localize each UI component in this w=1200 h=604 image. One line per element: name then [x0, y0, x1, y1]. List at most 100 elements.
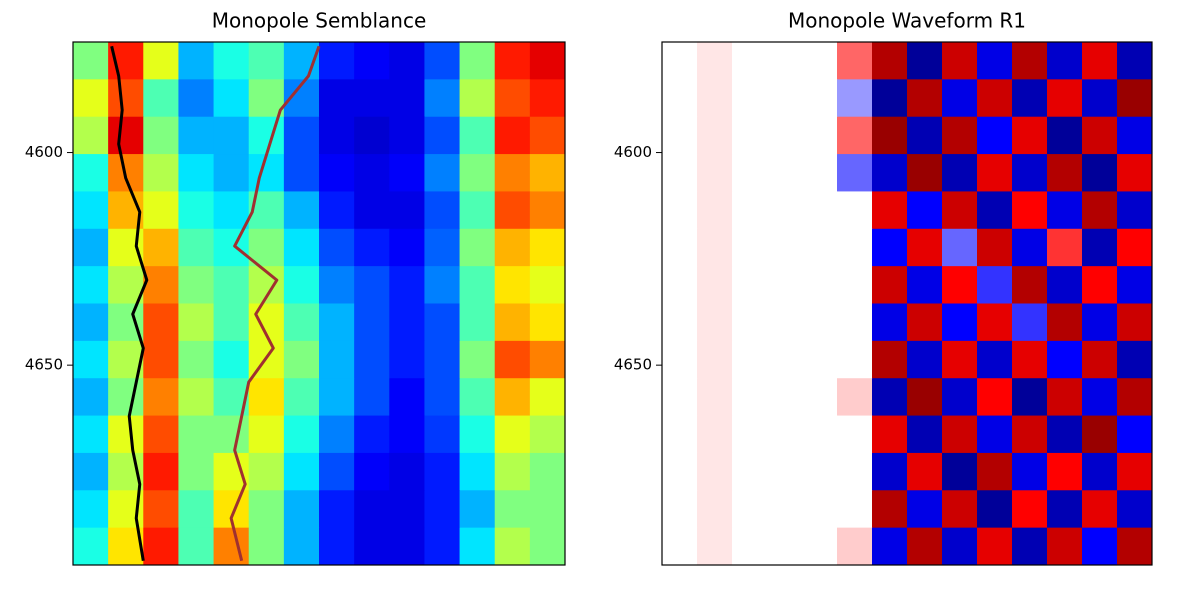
heat-cell — [283, 490, 320, 529]
heat-cell — [767, 490, 803, 529]
heat-cell — [802, 42, 838, 80]
heat-cell — [529, 42, 566, 80]
heat-cell — [248, 452, 285, 491]
heat-cell — [494, 340, 531, 379]
heat-cell — [178, 490, 215, 529]
heat-cell — [459, 154, 496, 192]
panel: 4600 4650 Monopole Semblance — [25, 9, 566, 566]
heat-cell — [1117, 266, 1153, 304]
heat-cell — [248, 42, 285, 80]
heat-cell — [424, 79, 461, 118]
heat-cell — [732, 228, 768, 267]
heat-cell — [1047, 228, 1083, 267]
heat-cell — [178, 452, 215, 491]
heat-cell — [178, 340, 215, 379]
heat-cell — [732, 378, 768, 417]
heat-cell — [459, 340, 496, 379]
heat-cell — [529, 303, 566, 342]
heat-cell — [1012, 303, 1048, 342]
heat-cell — [1117, 303, 1153, 342]
axes-frame — [661, 41, 1153, 566]
heat-cell — [1012, 452, 1048, 491]
heat-cell — [697, 415, 733, 454]
heat-cell — [1117, 116, 1153, 155]
heat-cell — [837, 303, 873, 342]
heat-cell — [459, 452, 496, 491]
heat-cell — [1117, 378, 1153, 417]
heat-cell — [1117, 452, 1153, 491]
heat-cell — [732, 303, 768, 342]
heat-cell — [143, 116, 179, 155]
heat-cell — [319, 266, 355, 304]
heat-cell — [248, 415, 285, 454]
heat-cell — [319, 340, 355, 379]
heat-cell — [907, 303, 943, 342]
heat-cell — [907, 490, 943, 529]
heat-cell — [529, 116, 566, 155]
heat-cell — [108, 79, 144, 118]
heat-cell — [1047, 42, 1083, 80]
heat-cell — [424, 228, 461, 267]
heat-cell — [459, 378, 496, 417]
heat-cell — [837, 116, 873, 155]
heat-cell — [389, 116, 425, 155]
heat-cell — [73, 116, 109, 155]
heat-cell — [1012, 42, 1048, 80]
heat-cell — [837, 191, 873, 230]
heat-cell — [1082, 42, 1118, 80]
heat-cell — [73, 42, 109, 80]
heat-cell — [942, 527, 978, 566]
heat-cell — [529, 527, 566, 566]
heat-cell — [389, 378, 425, 417]
heat-cell — [732, 490, 768, 529]
heat-cell — [529, 378, 566, 417]
heat-cell — [662, 527, 698, 566]
heat-cell — [977, 116, 1013, 155]
chart-title: Monopole Semblance — [212, 9, 427, 33]
heat-cell — [1117, 527, 1153, 566]
heat-cell — [767, 303, 803, 342]
heat-cell — [802, 228, 838, 267]
heat-cell — [73, 266, 109, 304]
heat-cell — [872, 228, 908, 267]
heat-cell — [802, 378, 838, 417]
heat-cell — [494, 527, 531, 566]
heat-cell — [143, 452, 179, 491]
heat-cell — [1117, 154, 1153, 192]
heat-cell — [872, 340, 908, 379]
heat-cell — [1012, 527, 1048, 566]
heat-cell — [319, 378, 355, 417]
heat-cell — [424, 527, 461, 566]
heat-cell — [802, 452, 838, 491]
heat-cell — [424, 116, 461, 155]
heat-cell — [283, 191, 320, 230]
heat-cell — [767, 116, 803, 155]
heat-cell — [907, 415, 943, 454]
heat-cell — [213, 340, 250, 379]
heat-cell — [802, 527, 838, 566]
heat-cell — [494, 154, 531, 192]
heat-cell — [907, 116, 943, 155]
heat-cell — [248, 116, 285, 155]
heat-cell — [1117, 79, 1153, 118]
heat-cell — [732, 527, 768, 566]
heat-cell — [697, 79, 733, 118]
heat-cell — [354, 490, 390, 529]
heat-cell — [143, 303, 179, 342]
heat-cell — [837, 154, 873, 192]
heat-cell — [732, 415, 768, 454]
heat-cell — [248, 490, 285, 529]
heat-cell — [494, 452, 531, 491]
heat-cell — [767, 42, 803, 80]
heat-cell — [178, 415, 215, 454]
heat-cell — [424, 154, 461, 192]
heat-cell — [389, 415, 425, 454]
heat-cell — [389, 191, 425, 230]
heat-cell — [213, 79, 250, 118]
heat-cell — [977, 303, 1013, 342]
heat-cell — [907, 42, 943, 80]
heat-cell — [213, 303, 250, 342]
heat-cell — [354, 378, 390, 417]
heat-cell — [248, 378, 285, 417]
heat-cell — [319, 452, 355, 491]
